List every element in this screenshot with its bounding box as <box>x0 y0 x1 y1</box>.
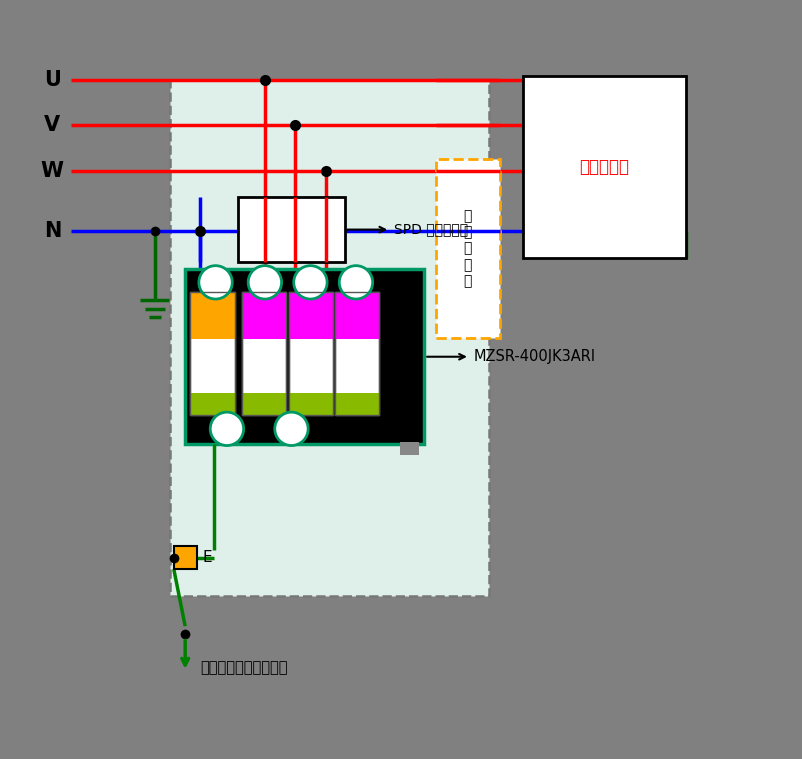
Bar <box>242 292 286 415</box>
Text: 漏
電
遮
断
器: 漏 電 遮 断 器 <box>463 209 472 288</box>
Bar <box>335 292 379 339</box>
Bar <box>190 393 234 415</box>
Bar <box>173 546 196 569</box>
Bar <box>238 197 344 262</box>
Bar <box>289 393 333 415</box>
Text: MZSR-400JK3ARI: MZSR-400JK3ARI <box>473 349 595 364</box>
Text: E: E <box>202 550 212 565</box>
Bar <box>289 292 333 415</box>
Circle shape <box>248 266 282 299</box>
Text: 被保護機器: 被保護機器 <box>579 158 629 176</box>
Bar <box>399 442 419 455</box>
Bar <box>242 292 286 415</box>
Bar <box>190 292 234 339</box>
Bar <box>289 292 333 339</box>
Bar <box>242 292 286 339</box>
Circle shape <box>338 266 372 299</box>
Text: V: V <box>44 115 60 135</box>
Bar <box>185 269 423 444</box>
Text: ボンディング用バーへ: ボンディング用バーへ <box>200 660 287 676</box>
Circle shape <box>294 266 326 299</box>
Bar <box>190 292 234 415</box>
Bar <box>335 292 379 415</box>
Bar <box>335 292 379 415</box>
Bar <box>335 393 379 415</box>
Text: U: U <box>44 70 61 90</box>
Bar <box>242 393 286 415</box>
Circle shape <box>274 412 308 446</box>
Text: N: N <box>43 222 61 241</box>
Bar <box>522 76 685 258</box>
Bar <box>435 159 500 338</box>
Text: SPD 外部分離器: SPD 外部分離器 <box>394 222 468 237</box>
Bar <box>190 292 234 415</box>
Circle shape <box>199 266 232 299</box>
Bar <box>289 292 333 415</box>
Text: W: W <box>41 161 64 181</box>
Circle shape <box>210 412 243 446</box>
Bar <box>170 80 488 596</box>
